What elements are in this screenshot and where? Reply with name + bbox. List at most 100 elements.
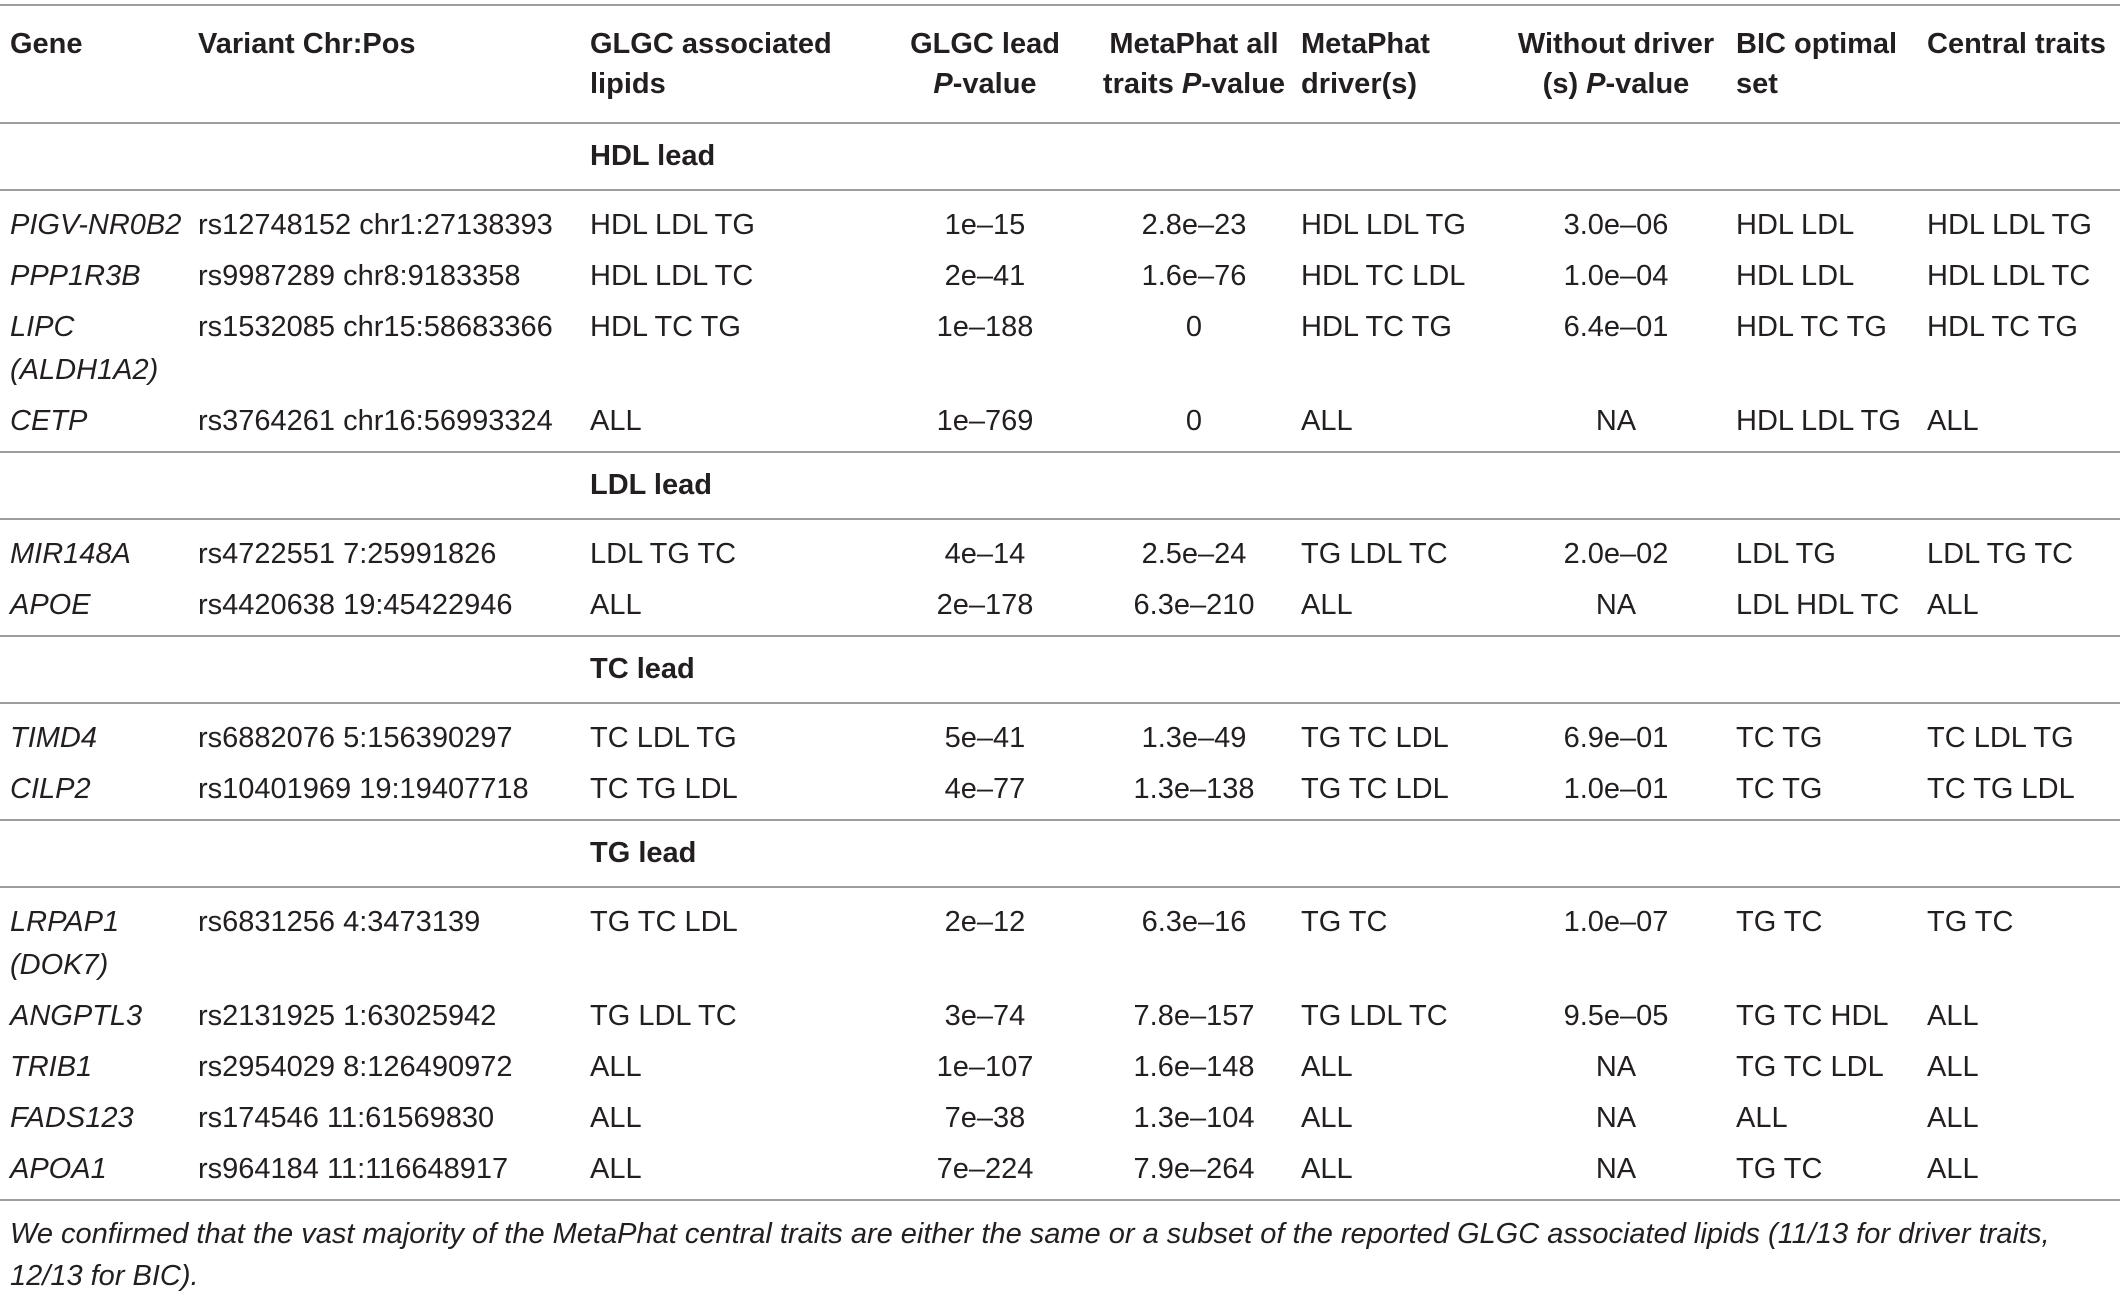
header-row: Gene Variant Chr:Pos GLGC associated lip… [0, 4, 2120, 124]
glgc-lipids-cell: HDL LDL TG [580, 189, 873, 251]
drivers-cell: HDL LDL TG [1291, 189, 1506, 251]
without-driver-p-value-cell: NA [1595, 405, 1637, 437]
bic-optimal-set-cell: HDL LDL [1726, 189, 1917, 251]
bic-optimal-set-cell: TG TC LDL [1736, 1051, 1884, 1083]
glgc-lipids-cell: TC TG LDL [590, 773, 738, 805]
central-traits-cell: ALL [1927, 1051, 1979, 1083]
results-table-container: Gene Variant Chr:Pos GLGC associated lip… [0, 4, 2120, 1297]
central-traits-cell: ALL [1927, 1000, 1979, 1032]
central-traits-cell: TG TC [1917, 886, 2120, 991]
metaphat-p-value-cell: 2.5e–24 [1097, 518, 1291, 580]
header-gene: Gene [0, 4, 188, 124]
table-row: LRPAP1 (DOK7) rs6831256 4:3473139 TG TC LD… [0, 886, 2120, 991]
central-traits-cell: HDL TC TG [1927, 311, 2078, 343]
without-driver-p-value-cell: 2.0e–02 [1506, 518, 1726, 580]
section-row: HDL lead [0, 123, 2120, 190]
gene-cell: CILP2 [10, 773, 91, 805]
glgc-lipids-cell: ALL [590, 405, 642, 437]
gene-cell: FADS123 [10, 1102, 134, 1134]
table-row: CETP rs3764261 chr16:56993324 ALL 1e–769 0 AL… [0, 396, 2120, 452]
bic-optimal-set-cell: TC TG [1736, 773, 1823, 805]
header-bic-optimal-set: BIC optimal set [1726, 4, 1917, 124]
bic-optimal-set-cell: LDL HDL TC [1736, 589, 1900, 621]
bic-optimal-set-cell: HDL LDL TG [1736, 405, 1901, 437]
drivers-cell: TG TC [1291, 886, 1506, 991]
central-traits-cell: HDL LDL TG [1917, 189, 2120, 251]
header-variant: Variant Chr:Pos [188, 4, 580, 124]
glgc-p-value-cell: 7e–224 [873, 1144, 1097, 1201]
table-row: CILP2 rs10401969 19:19407718 TC TG LDL 4e–7… [0, 764, 2120, 820]
table-row: MIR148A rs4722551 7:25991826 LDL TG TC 4e–1… [0, 518, 2120, 580]
metaphat-p-value-cell: 2.8e–23 [1097, 189, 1291, 251]
header-metaphat-p-post: -value [1201, 68, 1286, 100]
glgc-lipids-cell: ALL [580, 1144, 873, 1201]
section-row: TC lead [0, 635, 2120, 703]
gene-cell: TIMD4 [0, 702, 188, 764]
header-without-driver-p-value: Without driver (s) P-value [1506, 4, 1726, 124]
header-glgc-p-value: GLGC lead P-value [873, 4, 1097, 124]
section-row: TG lead [0, 819, 2120, 887]
glgc-lipids-cell: HDL LDL TC [590, 260, 754, 292]
glgc-p-value-cell: 3e–74 [944, 1000, 1026, 1032]
header-metaphat-p-value: MetaPhat all traits P-value [1097, 4, 1291, 124]
table-row: FADS123 rs174546 11:61569830 ALL 7e–38 1.3e–… [0, 1093, 2120, 1144]
gene-cell: TRIB1 [10, 1051, 93, 1083]
drivers-cell: HDL TC TG [1301, 311, 1452, 343]
metaphat-p-value-cell: 1.3e–49 [1097, 702, 1291, 764]
drivers-cell: ALL [1301, 589, 1353, 621]
bic-optimal-set-cell: HDL LDL [1736, 260, 1855, 292]
central-traits-cell: HDL LDL TC [1927, 260, 2091, 292]
gene-cell: APOA1 [0, 1144, 188, 1201]
header-drivers: MetaPhat driver(s) [1291, 4, 1506, 124]
table-row: ANGPTL3 rs2131925 1:63025942 TG LDL TC 3e–7… [0, 991, 2120, 1042]
bic-optimal-set-cell: ALL [1736, 1102, 1788, 1134]
glgc-lipids-cell: ALL [590, 1051, 642, 1083]
variant-cell: rs2131925 1:63025942 [198, 1000, 497, 1032]
table-row: APOE rs4420638 19:45422946 ALL 2e–178 6.3e–2… [0, 580, 2120, 636]
drivers-cell: TG TC LDL [1301, 773, 1449, 805]
section-title: LDL lead [580, 451, 2120, 519]
variant-cell: rs12748152 chr1:27138393 [188, 189, 580, 251]
header-without-post: -value [1605, 68, 1690, 100]
header-glgc-p-pre: GLGC lead [910, 28, 1060, 60]
central-traits-cell: TC TG LDL [1927, 773, 2075, 805]
variant-cell: rs1532085 chr15:58683366 [198, 311, 553, 343]
drivers-cell: TG LDL TC [1301, 1000, 1448, 1032]
table-row: TIMD4 rs6882076 5:156390297 TC LDL TG 5e–41… [0, 702, 2120, 764]
metaphat-p-value-cell: 1.6e–76 [1141, 260, 1247, 292]
central-traits-cell: ALL [1927, 1102, 1979, 1134]
glgc-p-value-cell: 5e–41 [873, 702, 1097, 764]
table-row: PIGV-NR0B2 rs12748152 chr1:27138393 HDL LD… [0, 189, 2120, 251]
metaphat-p-value-cell: 7.9e–264 [1097, 1144, 1291, 1201]
header-without-italic: P [1586, 68, 1606, 100]
table-row: TRIB1 rs2954029 8:126490972 ALL 1e–107 1.6e–… [0, 1042, 2120, 1093]
table-header: Gene Variant Chr:Pos GLGC associated lip… [0, 4, 2120, 124]
bic-optimal-set-cell: TG TC HDL [1736, 1000, 1889, 1032]
bic-optimal-set-cell: TG TC [1726, 1144, 1917, 1201]
metaphat-p-value-cell: 0 [1185, 311, 1203, 343]
glgc-lipids-cell: ALL [590, 1102, 642, 1134]
header-metaphat-p-italic: P [1181, 68, 1202, 100]
variant-cell: rs9987289 chr8:9183358 [198, 260, 521, 292]
central-traits-cell: ALL [1917, 1144, 2120, 1201]
glgc-p-value-cell: 1e–188 [936, 311, 1034, 343]
glgc-p-value-cell: 1e–15 [873, 189, 1097, 251]
variant-cell: rs4420638 19:45422946 [198, 589, 513, 621]
metaphat-p-value-cell: 7.8e–157 [1133, 1000, 1255, 1032]
gene-cell: LIPC (ALDH1A2) [10, 311, 159, 386]
without-driver-p-value-cell: 3.0e–06 [1506, 189, 1726, 251]
header-glgc-lipids: GLGC associated lipids [580, 4, 873, 124]
drivers-cell: TG LDL TC [1291, 518, 1506, 580]
table-row: LIPC (ALDH1A2) rs1532085 chr15:58683366 HD… [0, 302, 2120, 396]
header-glgc-p-post: -value [952, 68, 1037, 100]
without-driver-p-value-cell: 1.0e–07 [1506, 886, 1726, 991]
table-row: APOA1 rs964184 11:116648917 ALL 7e–224 7.9e–… [0, 1144, 2120, 1201]
gene-cell: ANGPTL3 [10, 1000, 143, 1032]
without-driver-p-value-cell: NA [1595, 589, 1637, 621]
variant-cell: rs6831256 4:3473139 [188, 886, 580, 991]
drivers-cell: ALL [1301, 405, 1353, 437]
drivers-cell: ALL [1291, 1144, 1506, 1201]
central-traits-cell: ALL [1927, 589, 1979, 621]
section-row: LDL lead [0, 451, 2120, 519]
metaphat-p-value-cell: 6.3e–210 [1133, 589, 1255, 621]
